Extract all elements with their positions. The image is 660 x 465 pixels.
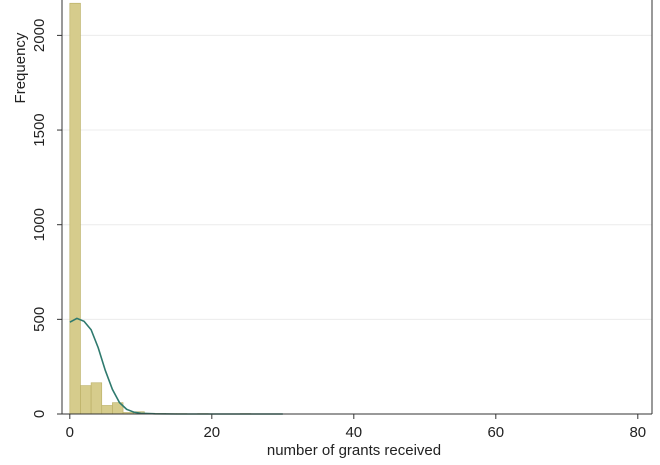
x-tick-label: 20 bbox=[203, 424, 220, 441]
y-tick-label: 2000 bbox=[31, 19, 48, 52]
x-axis-label: number of grants received bbox=[267, 442, 441, 459]
x-tick-label: 80 bbox=[629, 424, 646, 441]
y-tick-label: 500 bbox=[31, 307, 48, 332]
y-tick-label: 1000 bbox=[31, 208, 48, 241]
y-tick-label: 0 bbox=[31, 410, 48, 418]
x-tick-label: 0 bbox=[66, 424, 74, 441]
x-tick-label: 60 bbox=[487, 424, 504, 441]
x-tick-label: 40 bbox=[345, 424, 362, 441]
bar bbox=[69, 2, 81, 415]
y-axis-label: Frequency bbox=[12, 32, 29, 103]
bar bbox=[90, 382, 103, 415]
bar bbox=[101, 405, 113, 415]
y-tick-label: 1500 bbox=[31, 113, 48, 146]
bar bbox=[80, 385, 92, 415]
